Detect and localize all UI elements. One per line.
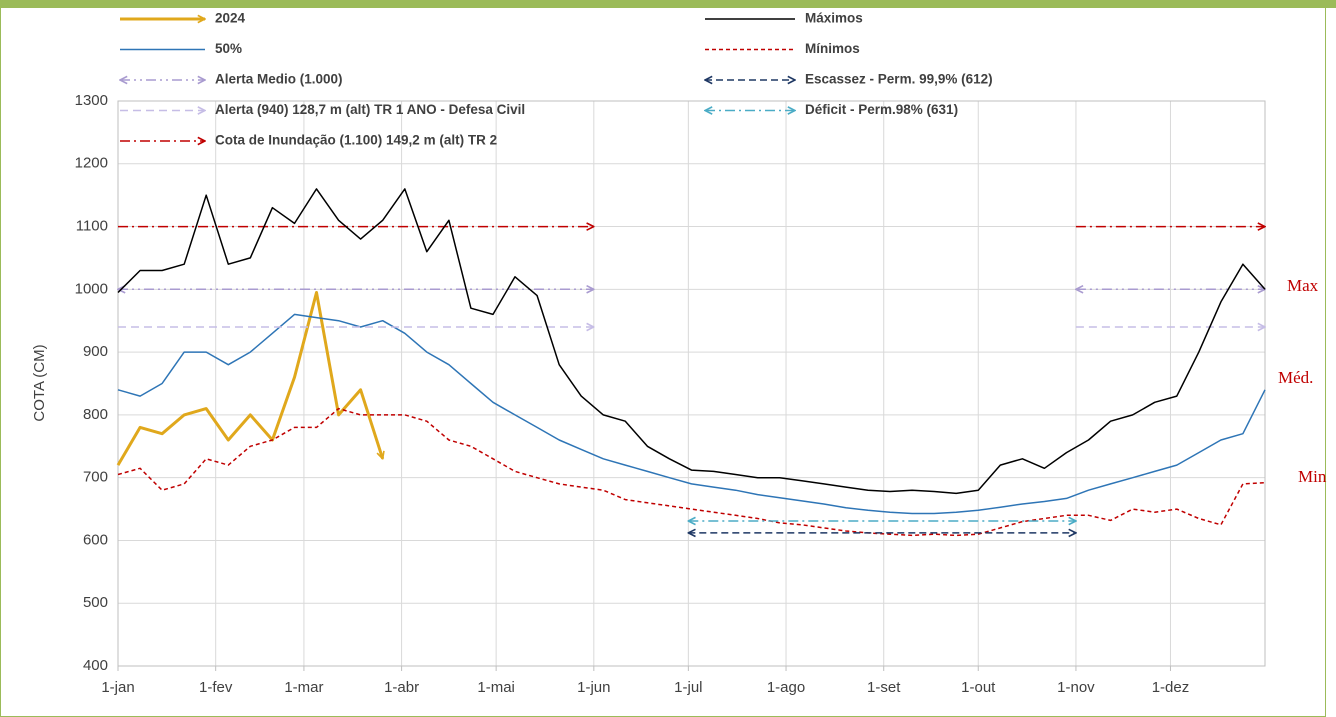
- y-tick-label: 500: [83, 594, 108, 611]
- x-tick-label: 1-mai: [477, 679, 515, 696]
- legend-label: Déficit - Perm.98% (631): [805, 102, 958, 117]
- annotation: Méd.: [1278, 368, 1313, 387]
- series-line: [117, 407, 1266, 537]
- y-tick-label: 400: [83, 657, 108, 674]
- x-tick-label: 1-set: [867, 679, 901, 696]
- y-tick-label: 800: [83, 406, 108, 423]
- x-tick-label: 1-mar: [284, 679, 323, 696]
- y-tick-label: 600: [83, 531, 108, 548]
- x-tick-label: 1-jan: [101, 679, 134, 696]
- plot-frame: [117, 100, 1266, 667]
- y-tick-label: 1200: [75, 155, 108, 172]
- series-line: [116, 291, 383, 466]
- x-tick-label: 1-ago: [767, 679, 805, 696]
- legend-label: 50%: [215, 41, 242, 56]
- series-line: [117, 313, 1266, 515]
- annotation: Min: [1298, 467, 1327, 486]
- y-tick-label: 900: [83, 343, 108, 360]
- legend-label: Máximos: [805, 11, 863, 26]
- legend-label: Mínimos: [805, 41, 860, 56]
- legend-label: Alerta Medio (1.000): [215, 72, 343, 87]
- x-tick-label: 1-jul: [674, 679, 702, 696]
- x-tick-label: 1-abr: [384, 679, 419, 696]
- x-tick-label: 1-nov: [1057, 679, 1095, 696]
- y-axis-title: COTA (CM): [31, 344, 48, 421]
- top-bar: [0, 0, 1336, 8]
- y-tick-label: 1100: [76, 218, 108, 235]
- annotation: Max: [1287, 276, 1319, 295]
- x-tick-label: 1-dez: [1152, 679, 1190, 696]
- legend-label: 2024: [215, 11, 246, 26]
- legend-label: Escassez - Perm. 99,9% (612): [805, 72, 993, 87]
- legend-label: Alerta (940) 128,7 m (alt) TR 1 ANO - De…: [215, 102, 525, 117]
- x-tick-label: 1-out: [961, 679, 996, 696]
- y-tick-label: 700: [83, 469, 108, 486]
- y-tick-label: 1000: [75, 280, 108, 297]
- series-line: [117, 188, 1266, 495]
- y-tick-label: 1300: [75, 92, 108, 109]
- legend-label: Cota de Inundação (1.100) 149,2 m (alt) …: [215, 133, 497, 148]
- x-tick-label: 1-jun: [577, 679, 610, 696]
- x-tick-label: 1-fev: [199, 679, 233, 696]
